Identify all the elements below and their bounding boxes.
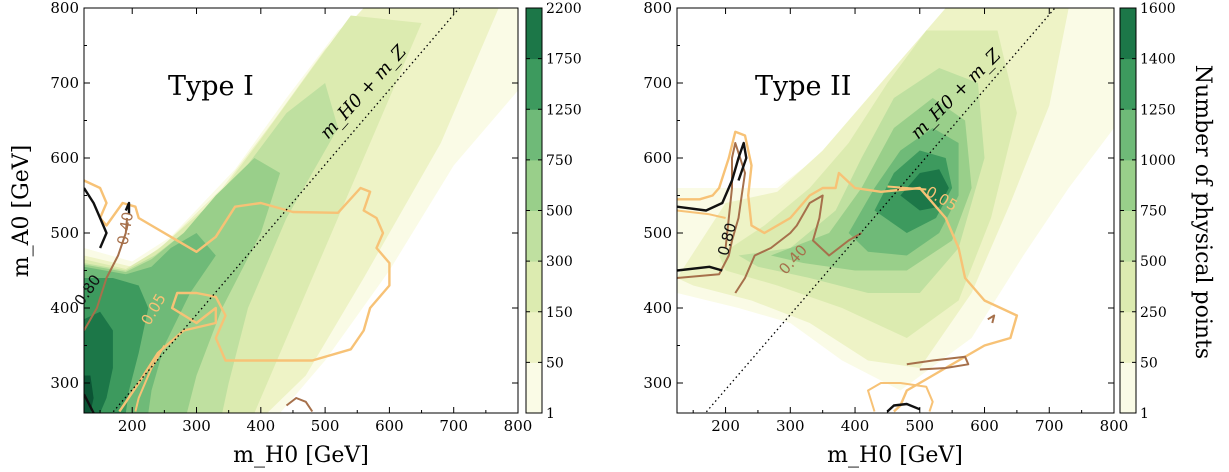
colorbar-band-3 [1120, 261, 1136, 313]
y-tick-label: 700 [50, 74, 79, 92]
colorbar-band-8 [526, 8, 542, 60]
colorbar-tick-label: 1250 [1140, 102, 1176, 118]
colorbar-tick-label: 1400 [1140, 52, 1176, 68]
y-tick-label: 500 [50, 224, 79, 242]
contour-line-11 [677, 209, 726, 219]
colorbar-band-4 [526, 210, 542, 262]
x-tick-label: 300 [776, 417, 805, 435]
y-tick-label: 800 [643, 0, 672, 17]
contours-type-i [84, 179, 391, 413]
colorbar-tick-label: 500 [1140, 254, 1167, 270]
colorbar-tick-label: 750 [546, 153, 573, 169]
y-tick-label: 600 [50, 149, 79, 167]
contour-line-4 [124, 201, 131, 215]
panel-label-type-i: Type I [168, 71, 254, 102]
colorbar-tick-label: 1000 [1140, 153, 1176, 169]
y-tick-label: 400 [643, 299, 672, 317]
colorbar-tick-label: 150 [546, 305, 573, 321]
colorbar-tick-label: 1250 [546, 102, 582, 118]
colorbar-tick-label: 500 [546, 204, 573, 220]
colorbar-tick-label: 300 [546, 254, 573, 270]
x-tick-label: 600 [970, 417, 999, 435]
x-tick-label: 600 [375, 417, 404, 435]
y-axis-label-type-i: m_A0 [GeV] [9, 145, 34, 277]
colorbar-tick-label: 1 [546, 406, 555, 422]
x-axis-label-type-i: m_H0 [GeV] [233, 443, 369, 468]
panel-type-ii: 200 300 400 500 600 700 800300400500600700800 … [643, 0, 1128, 468]
x-tick-label: 500 [905, 417, 934, 435]
x-tick-label: 500 [311, 417, 340, 435]
colorbar-band-6 [526, 109, 542, 161]
diagonal-line-type-i [111, 8, 460, 413]
contour-line-6 [887, 185, 927, 191]
colorbar-tick-label: 1750 [546, 52, 582, 68]
y-tick-label: 600 [643, 149, 672, 167]
diagonal-line-type-ii [704, 8, 1056, 413]
plot-frame-type-ii [676, 7, 1115, 414]
colorbar-tick-label: 50 [1140, 355, 1158, 371]
contour-line-2 [84, 217, 129, 331]
plot-frame-type-i [83, 7, 519, 414]
contour-line-7 [134, 345, 166, 412]
colorbar-type-ii: 1 50 250 500 750 1000 1250 1400 1600 Number of p… [1119, 1, 1215, 422]
x-tick-label: 200 [711, 417, 740, 435]
density-level-9 [84, 375, 94, 413]
x-tick-label: 800 [504, 417, 533, 435]
contour-label: 0.40 [114, 210, 138, 246]
colorbar-band-5 [526, 159, 542, 211]
colorbar-tick-label: 250 [1140, 305, 1167, 321]
y-tick-label: 300 [643, 374, 672, 392]
contour-line-7 [906, 355, 970, 371]
y-tick-label: 300 [50, 374, 79, 392]
contour-line-10 [867, 382, 934, 412]
contour-line-5 [677, 141, 748, 212]
y-tick-label: 400 [50, 299, 79, 317]
contour-line-5 [84, 393, 95, 413]
contour-line-3 [734, 194, 863, 294]
colorbar-band-1 [1120, 362, 1136, 414]
x-tick-label: 700 [439, 417, 468, 435]
colorbar-tick-label: 1600 [1140, 1, 1176, 17]
colorbar-band-2 [526, 311, 542, 363]
colorbar-band-5 [1120, 159, 1136, 211]
panel-label-type-ii: Type II [755, 71, 851, 102]
y-tick-label: 700 [643, 74, 672, 92]
contour-line-8 [987, 314, 996, 324]
x-tick-label: 400 [246, 417, 275, 435]
colorbar-tick-label: 50 [546, 355, 564, 371]
colorbar-band-3 [526, 261, 542, 313]
colorbar-band-6 [1120, 109, 1136, 161]
x-tick-label: 400 [841, 417, 870, 435]
contour-line-9 [886, 402, 921, 413]
colorbar-title: Number of physical points [1190, 65, 1215, 359]
density-fill-type-ii [677, 8, 1114, 413]
colorbar-tick-label: 1 [1140, 406, 1149, 422]
contour-line-1 [84, 179, 391, 413]
contour-line-6 [285, 397, 314, 413]
colorbar-band-1 [526, 362, 542, 414]
y-tick-label: 500 [643, 224, 672, 242]
colorbar-band-7 [1120, 58, 1136, 110]
ticks-type-i: 200 300 400 500 600 700 800 300 400 500 600 700 800 [50, 0, 532, 435]
colorbar-band-8 [1120, 8, 1136, 60]
x-tick-label: 700 [1035, 417, 1064, 435]
x-tick-label: 800 [1100, 417, 1129, 435]
contour-line-3 [84, 187, 108, 249]
contour-line-4 [677, 265, 723, 272]
contour-line-2 [677, 142, 746, 279]
x-axis-label-type-ii: m_H0 [GeV] [827, 443, 963, 468]
contours-type-ii [677, 130, 1019, 413]
colorbar-band-4 [1120, 210, 1136, 262]
colorbar-band-2 [1120, 311, 1136, 363]
panel-type-i: 200 300 400 500 600 700 800300400500600700800 … [9, 0, 532, 468]
x-tick-label: 200 [118, 417, 147, 435]
colorbar-tick-label: 2200 [546, 1, 582, 17]
colorbar-tick-label: 750 [1140, 204, 1167, 220]
ticks-type-ii: 200 300 400 500 600 700 800 300 400 500 600 700 800 [643, 0, 1128, 435]
colorbar-band-7 [526, 58, 542, 110]
x-tick-label: 300 [182, 417, 211, 435]
y-tick-label: 800 [50, 0, 79, 17]
